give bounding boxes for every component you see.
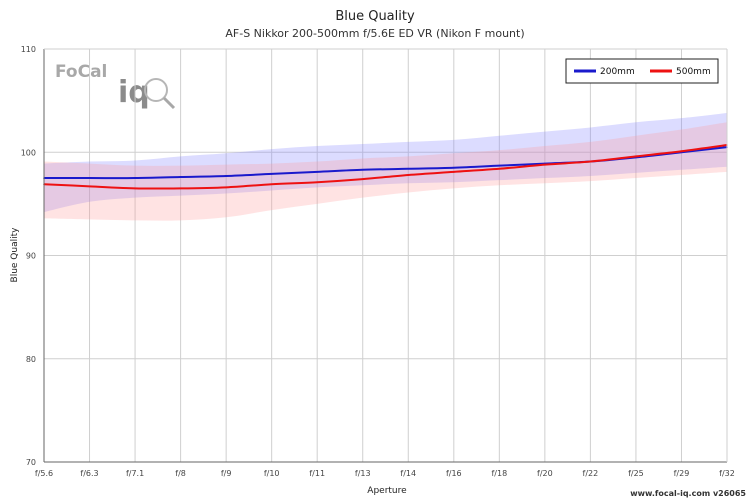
legend-box [565,58,719,84]
x-tick-label: f/25 [628,469,644,478]
point-500mm [498,167,501,170]
point-200mm [361,169,364,171]
chart-title: Blue Quality [335,9,415,24]
point-200mm [498,164,501,167]
x-tick-label: f/8 [175,469,186,478]
y-tick-label: 80 [26,355,36,364]
x-tick-label: f/18 [491,469,507,478]
band-500mm [44,122,727,221]
y-axis-label: Blue Quality [10,227,20,283]
x-tick-label: f/29 [674,469,690,478]
legend-label-200mm: 200mm [600,67,635,77]
y-tick-label: 100 [21,148,36,157]
point-200mm [88,177,91,179]
y-tick-label: 70 [26,458,36,467]
x-axis-label: Aperture [367,486,407,496]
point-500mm [179,187,182,190]
x-tick-label: f/22 [583,469,599,478]
y-tick-label: 110 [21,45,36,54]
logo-magnifier-handle [162,96,176,110]
credit-text: www.focal-iq.com v26065 [630,489,746,498]
x-tick-label: f/16 [446,469,462,478]
x-tick-label: f/10 [264,469,280,478]
logo-lens-icon [144,78,168,102]
point-500mm [225,186,227,189]
point-200mm [453,166,455,169]
x-tick-label: f/6.3 [80,469,98,478]
point-500mm [680,150,683,153]
point-200mm [179,176,182,178]
x-tick-label: f/13 [355,469,371,478]
legend: 200mm 500mm [565,58,719,84]
legend-label-500mm: 500mm [676,67,711,77]
point-500mm [316,181,319,183]
focal-iq-logo: FoCal iq [55,62,176,110]
point-500mm [544,163,546,166]
point-500mm [361,178,364,180]
point-200mm [134,177,136,179]
point-500mm [134,187,136,190]
x-tick-label: f/5.6 [35,469,53,478]
point-500mm [635,155,637,158]
point-500mm [270,183,273,186]
y-tick-labels: 70 80 90 100 110 [21,45,36,467]
axes [43,48,728,463]
logo-focal-text: FoCal [55,62,107,82]
point-500mm [453,171,455,173]
point-500mm [88,185,91,188]
x-tick-labels: f/5.6 f/6.3 f/7.1 f/8 f/9 f/10 f/11 f/13 f/14 f/1… [35,469,735,478]
y-tick-label: 90 [26,252,36,261]
point-500mm [407,174,410,176]
x-tick-label: f/9 [221,469,232,478]
x-tick-label: f/11 [309,469,325,478]
x-tick-label: f/32 [719,469,735,478]
series-line-500mm [43,144,728,190]
point-200mm [225,175,227,177]
chart-subtitle: AF-S Nikkor 200-500mm f/5.6E ED VR (Niko… [225,27,524,40]
point-200mm [316,171,319,173]
point-200mm [270,173,273,175]
x-tick-label: f/7.1 [126,469,144,478]
x-tick-label: f/20 [537,469,553,478]
point-500mm [589,160,592,163]
x-tick-label: f/14 [400,469,416,478]
point-200mm [407,167,410,170]
